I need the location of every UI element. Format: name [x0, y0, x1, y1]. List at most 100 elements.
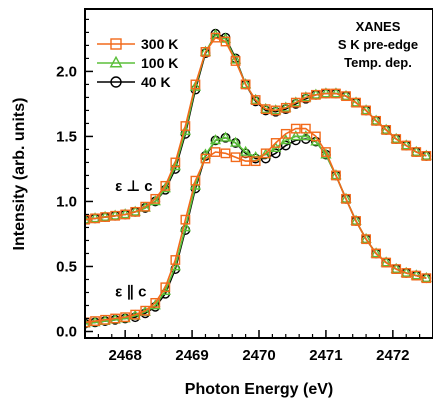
square-marker	[391, 264, 402, 274]
square-marker	[421, 151, 432, 161]
square-marker	[200, 47, 211, 57]
square-marker	[411, 147, 422, 157]
legend-label: 300 K	[141, 36, 178, 52]
triangle-marker	[300, 130, 312, 141]
triangle-marker	[330, 169, 342, 180]
square-marker	[391, 134, 402, 144]
circle-marker	[270, 148, 281, 159]
square-marker	[240, 156, 251, 167]
square-marker	[310, 89, 321, 100]
square-marker	[321, 147, 331, 157]
square-marker	[310, 131, 321, 142]
square-marker	[361, 105, 371, 116]
square-marker	[341, 193, 351, 204]
triangle-marker	[370, 247, 382, 258]
square-marker	[250, 95, 261, 105]
square-marker	[351, 216, 361, 226]
triangle-marker	[380, 256, 392, 267]
legend-item: 100 K	[97, 55, 178, 71]
square-marker	[170, 157, 181, 168]
square-marker	[120, 209, 131, 220]
legend-label: 40 K	[141, 74, 171, 90]
square-marker	[190, 175, 201, 186]
panel-labels: ε ⊥ c ε ∥ c	[115, 178, 153, 300]
square-marker	[401, 140, 412, 151]
triangle-marker	[350, 214, 362, 225]
square-marker	[160, 282, 171, 293]
y-tick-label: 0.0	[56, 323, 77, 340]
x-tick-label: 2470	[242, 347, 275, 364]
square-marker	[90, 213, 100, 224]
square-marker	[140, 305, 151, 316]
square-marker	[230, 56, 241, 66]
triangle-marker	[370, 114, 382, 125]
square-marker	[110, 38, 122, 50]
annotation-line: S K pre-edge	[338, 37, 418, 52]
square-marker	[290, 123, 301, 134]
square-marker	[300, 92, 311, 103]
square-marker	[170, 255, 181, 265]
axis-layer: 2468 2469 2470 2471 2472 0.0 0.5 1.0 1.5 2.0	[56, 18, 433, 364]
square-marker	[351, 97, 361, 108]
square-marker	[110, 210, 121, 221]
orientation-label: ε ⊥ c	[115, 178, 153, 195]
triangle-marker	[199, 45, 212, 56]
square-marker	[130, 309, 141, 320]
legend-item: 300 K	[97, 36, 178, 52]
x-tick-label: 2472	[376, 347, 409, 364]
triangle-marker	[240, 145, 252, 156]
triangle-marker	[109, 55, 123, 68]
y-tick-label: 1.5	[56, 128, 77, 145]
square-marker	[180, 214, 191, 225]
triangle-marker	[290, 130, 302, 141]
square-marker	[411, 270, 422, 281]
square-marker	[371, 115, 382, 126]
square-marker	[341, 91, 351, 102]
square-marker	[210, 32, 221, 43]
legend: 300 K 100 K 40 K	[97, 36, 178, 90]
square-marker	[180, 121, 191, 131]
marker-group	[85, 32, 432, 225]
square-marker	[371, 248, 382, 259]
triangle-marker	[320, 148, 332, 159]
square-marker	[120, 312, 131, 323]
square-marker	[280, 102, 291, 113]
triangle-marker	[219, 131, 232, 142]
square-marker	[381, 125, 392, 135]
x-axis-title: Photon Energy (eV)	[185, 381, 333, 398]
y-axis-title: Intensity (arb. units)	[11, 98, 28, 251]
square-marker	[361, 234, 371, 245]
square-marker	[220, 36, 231, 47]
annotation: XANES S K pre-edge Temp. dep.	[338, 19, 418, 70]
square-marker	[100, 212, 110, 222]
square-marker	[300, 123, 311, 134]
square-marker	[401, 268, 412, 278]
circle-marker	[280, 140, 291, 151]
square-marker	[280, 128, 291, 139]
series-line	[85, 36, 427, 221]
x-tick-label: 2468	[108, 347, 141, 364]
triangle-marker	[209, 134, 222, 145]
square-marker	[150, 297, 161, 308]
square-marker	[260, 104, 271, 115]
circle-marker	[110, 76, 122, 88]
triangle-marker	[340, 192, 352, 203]
square-marker	[240, 79, 251, 90]
triangle-marker	[360, 232, 372, 244]
annotation-line: Temp. dep.	[344, 55, 412, 70]
square-marker	[270, 138, 281, 148]
square-marker	[321, 88, 331, 99]
square-marker	[200, 153, 211, 164]
square-marker	[230, 152, 241, 163]
triangle-marker	[280, 134, 292, 145]
triangle-marker	[189, 80, 202, 91]
square-marker	[90, 316, 100, 326]
square-marker	[260, 148, 271, 159]
square-marker	[140, 201, 151, 212]
square-marker	[381, 257, 392, 268]
square-marker	[331, 170, 341, 181]
legend-item: 40 K	[97, 74, 171, 90]
triangle-marker	[240, 78, 252, 89]
square-marker	[331, 88, 341, 99]
